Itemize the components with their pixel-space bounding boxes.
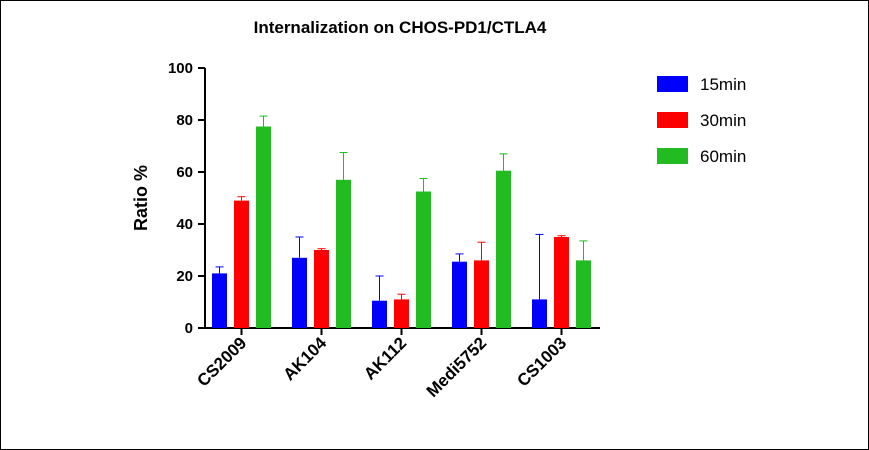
x-tick-label: CS1003 <box>513 333 570 390</box>
legend-swatch <box>657 148 688 164</box>
bar <box>576 260 591 328</box>
x-tick-label: AK112 <box>360 333 410 383</box>
legend-label: 60min <box>700 147 746 166</box>
bar <box>292 257 307 328</box>
bar <box>394 299 409 328</box>
y-axis-label: Ratio % <box>131 165 151 231</box>
legend: 15min 30min 60min <box>657 75 746 166</box>
bar <box>554 237 569 328</box>
chart-title: Internalization on CHOS-PD1/CTLA4 <box>254 18 547 37</box>
legend-label: 30min <box>700 111 746 130</box>
bar <box>474 260 489 328</box>
bar <box>496 170 511 328</box>
bar <box>234 200 249 328</box>
bar <box>256 126 271 328</box>
bar <box>314 250 329 328</box>
x-tick-label: Medi5752 <box>423 333 491 401</box>
y-tick-label: 0 <box>185 320 193 337</box>
x-tick-label: CS2009 <box>193 333 250 390</box>
bar <box>212 273 227 328</box>
legend-label: 15min <box>700 75 746 94</box>
y-tick-label: 20 <box>176 268 193 285</box>
y-tick-label: 100 <box>168 60 193 77</box>
legend-swatch <box>657 112 688 128</box>
bar <box>372 300 387 328</box>
y-tick-label: 60 <box>176 164 193 181</box>
y-tick-label: 80 <box>176 112 193 129</box>
bars <box>212 115 591 328</box>
bar <box>336 179 351 328</box>
y-tick-label: 40 <box>176 216 193 233</box>
bar <box>416 191 431 328</box>
axes: 0 20 40 60 80 100 CS2009 AK104 AK112 Medi5752 CS10… <box>168 60 600 401</box>
bar <box>452 261 467 328</box>
x-tick-label: AK104 <box>279 333 330 384</box>
legend-swatch <box>657 76 688 92</box>
bar <box>532 299 547 328</box>
